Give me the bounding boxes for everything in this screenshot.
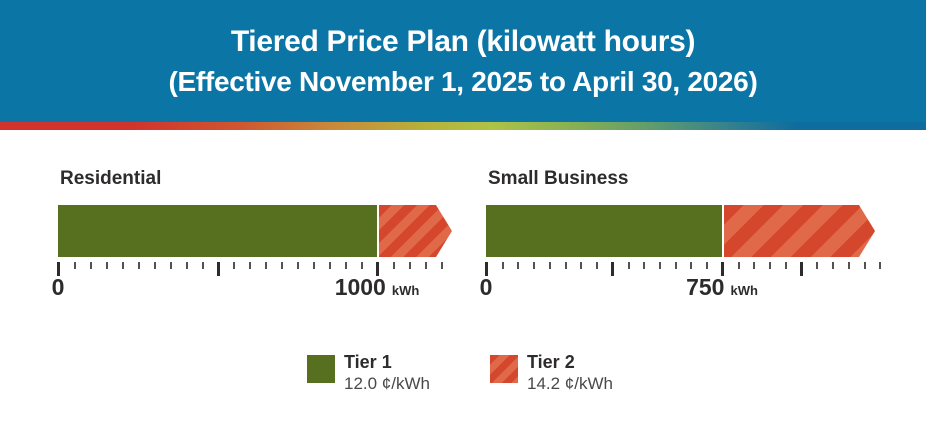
axis-minor-tick (345, 262, 348, 269)
bar-row-small-business (486, 205, 875, 257)
axis-minor-tick (627, 262, 630, 269)
axis-minor-tick (784, 262, 787, 269)
axis-minor-tick (769, 262, 772, 269)
axis-minor-tick (185, 262, 188, 269)
axis-unit-label: kWh (391, 283, 420, 298)
axis-minor-tick (201, 262, 204, 269)
legend-text-tier2: Tier 2 14.2 ¢/kWh (527, 352, 613, 394)
axis-minor-tick (297, 262, 300, 269)
axis-minor-tick (233, 262, 236, 269)
axis-major-tick (485, 262, 488, 276)
axis-minor-tick (737, 262, 740, 269)
axis-minor-tick (169, 262, 172, 269)
tier1-bar-small-business (486, 205, 722, 257)
legend-item-tier1: Tier 1 12.0 ¢/kWh (307, 352, 430, 394)
axis-minor-tick (265, 262, 268, 269)
axis-minor-tick (847, 262, 850, 269)
axis-major-tick (57, 262, 60, 276)
axis-minor-tick (548, 262, 551, 269)
axis-minor-tick (832, 262, 835, 269)
page-title: Tiered Price Plan (kilowatt hours) (230, 25, 696, 58)
tier1-swatch-icon (307, 355, 335, 383)
axis-unit-label: kWh (730, 283, 758, 298)
axis-small-business (485, 262, 882, 278)
axis-zero-label: 0 (51, 274, 65, 300)
axis-major-tick (216, 262, 220, 276)
chart-small-business: Small Business 0 750 kWh (480, 168, 882, 328)
chart-title-residential: Residential (60, 168, 162, 189)
tier2-arrow-bar-residential (379, 205, 452, 257)
chart-title-small-business: Small Business (488, 168, 629, 189)
axis-limit-label: 1000 (334, 274, 386, 300)
axis-minor-tick (137, 262, 140, 269)
axis-zero-label: 0 (479, 274, 493, 300)
axis-residential (57, 262, 452, 278)
legend-tier2-name: Tier 2 (527, 352, 575, 372)
legend-text-tier1: Tier 1 12.0 ¢/kWh (344, 352, 430, 394)
axis-major-tick (799, 262, 803, 276)
axis-minor-tick (249, 262, 252, 269)
axis-minor-tick (879, 262, 882, 269)
axis-minor-tick (706, 262, 709, 269)
axis-minor-tick (501, 262, 504, 269)
tier1-bar-residential (58, 205, 377, 257)
rainbow-divider (0, 122, 926, 130)
axis-limit-group: 1000 kWh (335, 274, 420, 301)
axis-minor-tick (105, 262, 108, 269)
axis-minor-tick (408, 262, 411, 269)
axis-minor-tick (73, 262, 76, 269)
axis-minor-tick (517, 262, 520, 269)
axis-minor-tick (89, 262, 92, 269)
axis-limit-group: 750 kWh (686, 274, 758, 301)
axis-minor-tick (392, 262, 395, 269)
axis-minor-tick (659, 262, 662, 269)
axis-minor-tick (313, 262, 316, 269)
tier2-swatch-icon (490, 355, 518, 383)
bar-row-residential (58, 205, 452, 257)
header-banner: Tiered Price Plan (kilowatt hours) (Effe… (0, 0, 926, 122)
axis-minor-tick (440, 262, 443, 269)
axis-minor-tick (863, 262, 866, 269)
axis-minor-tick (564, 262, 567, 269)
axis-major-tick (720, 262, 724, 276)
axis-major-tick (610, 262, 614, 276)
page-subtitle: (Effective November 1, 2025 to April 30,… (168, 66, 758, 97)
axis-minor-tick (361, 262, 364, 269)
axis-minor-tick (329, 262, 332, 269)
axis-minor-tick (424, 262, 427, 269)
axis-minor-tick (643, 262, 646, 269)
axis-major-tick (376, 262, 379, 276)
axis-minor-tick (533, 262, 536, 269)
axis-minor-tick (121, 262, 124, 269)
axis-minor-tick (580, 262, 583, 269)
axis-limit-label: 750 (686, 274, 725, 300)
tier2-arrow-bar-small-business (724, 205, 875, 257)
axis-minor-tick (816, 262, 819, 269)
chart-residential: Residential 0 1000 kWh (52, 168, 452, 328)
axis-labels-residential: 0 1000 kWh (52, 274, 452, 302)
axis-minor-tick (281, 262, 284, 269)
axis-minor-tick (596, 262, 599, 269)
axis-minor-tick (690, 262, 693, 269)
legend-tier1-name: Tier 1 (344, 352, 392, 372)
axis-minor-tick (753, 262, 756, 269)
axis-labels-small-business: 0 750 kWh (480, 274, 875, 302)
axis-minor-tick (674, 262, 677, 269)
axis-minor-tick (153, 262, 156, 269)
legend-tier1-price: 12.0 ¢/kWh (344, 373, 430, 393)
legend-item-tier2: Tier 2 14.2 ¢/kWh (490, 352, 613, 394)
legend-tier2-price: 14.2 ¢/kWh (527, 373, 613, 393)
